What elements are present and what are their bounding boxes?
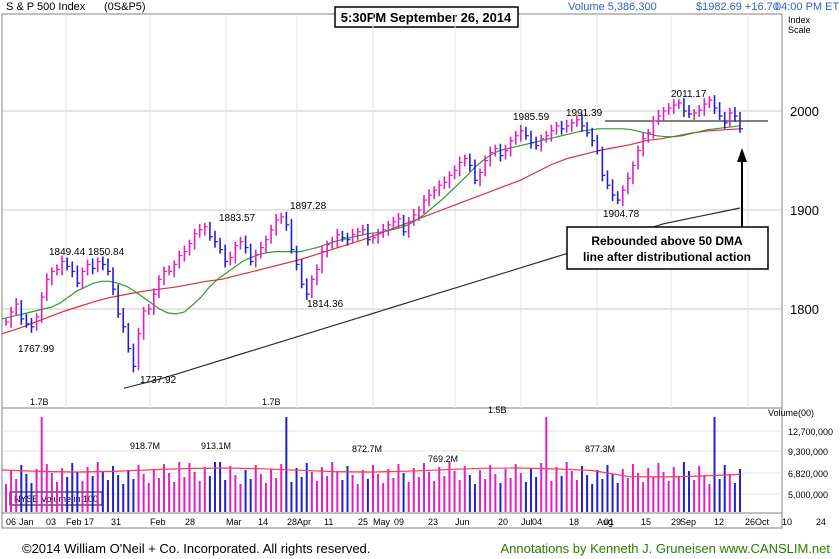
date-axis-label: 06 <box>6 517 16 527</box>
date-axis-label: 29 <box>671 517 681 527</box>
volume-annotation: 913.1M <box>201 441 231 451</box>
price-annotation: 1737.92 <box>140 375 177 386</box>
date-axis-label: 20 <box>498 517 508 527</box>
annotation-line-2: line after distributional action <box>583 250 751 264</box>
annotation-arrow-head <box>737 148 747 162</box>
volume-panel <box>1 407 783 514</box>
copyright-text: ©2014 William O'Neil + Co. Incorporated.… <box>22 541 371 556</box>
price-panel <box>1 13 783 409</box>
price-tick-label: 1800 <box>790 302 819 317</box>
price-annotation: 1904.78 <box>603 209 640 220</box>
annotation-box <box>566 226 769 270</box>
price-change-text: $1982.69 +16.70 <box>696 1 779 13</box>
volume-tick-label: 5,000,000 <box>788 490 828 500</box>
date-axis-label: 01 <box>604 517 614 527</box>
date-axis-label: 23 <box>428 517 438 527</box>
index-scale-label: Index <box>788 15 811 25</box>
price-tick-label: 1900 <box>790 203 819 218</box>
index-name: S & P 500 Index <box>6 1 86 13</box>
price-annotation: 1849.44 <box>49 247 86 258</box>
date-axis-label: Jul <box>521 517 533 527</box>
date-axis-label: Mar <box>226 517 242 527</box>
symbol-label: (0S&P5) <box>104 1 146 13</box>
volume-tick-label: 6,820,000 <box>788 469 828 479</box>
price-annotation: 2011.17 <box>671 89 707 100</box>
date-axis-label: May <box>373 517 391 527</box>
volume-annotation: 877.3M <box>585 444 615 454</box>
date-axis-label: 11 <box>324 517 333 527</box>
price-annotation: 1814.36 <box>307 299 344 310</box>
date-axis <box>1 512 783 529</box>
date-axis-label: 03 <box>46 517 56 527</box>
date-axis-label: Jan <box>19 517 34 527</box>
date-label: 5:30PM September 26, 2014 <box>341 10 512 25</box>
date-axis-label: 17 <box>84 517 94 527</box>
date-axis-label: 15 <box>641 517 651 527</box>
date-axis-label: 18 <box>569 517 579 527</box>
price-annotation: 1897.28 <box>290 201 327 212</box>
price-annotation: 1991.39 <box>566 108 603 119</box>
annotation-line-1: Rebounded above 50 DMA <box>591 234 743 248</box>
date-axis-label: 25 <box>358 517 368 527</box>
date-axis-label: 12 <box>714 517 724 527</box>
date-axis-label: 26 <box>745 517 755 527</box>
ma-short-line <box>1 128 741 335</box>
volume-annotation: 1.7B <box>262 397 281 407</box>
footer: ©2014 William O'Neil + Co. Incorporated.… <box>0 539 840 559</box>
volume-text: Volume 5,386,300 <box>568 1 657 13</box>
date-axis-label: Jun <box>455 517 470 527</box>
date-axis-label: Oct <box>755 517 770 527</box>
index-scale-label-2: Scale <box>788 25 811 35</box>
volume-annotation: 769.2M <box>428 454 458 464</box>
volume-annotation: 1.5B <box>488 405 507 415</box>
date-axis-label: Feb <box>150 517 166 527</box>
date-axis-label: Feb <box>66 517 82 527</box>
price-tick-label: 2000 <box>790 104 819 119</box>
date-axis-label: 14 <box>258 517 268 527</box>
date-axis-label: Apr <box>297 517 311 527</box>
date-axis-label: 28 <box>185 517 195 527</box>
price-annotation: 1850.84 <box>88 247 125 258</box>
date-axis-label: Sep <box>680 517 696 527</box>
volume-annotation: 1.7B <box>30 397 49 407</box>
date-axis-label: 10 <box>782 517 792 527</box>
volume-tick-label: 12,700,000 <box>788 427 833 437</box>
annotations-credit: Annotations by Kenneth J. Gruneisen www.… <box>500 541 830 556</box>
date-axis-label: 09 <box>394 517 404 527</box>
volume-annotation: 872.7M <box>352 444 382 454</box>
stock-chart: S & P 500 Index (0S&P5) Volume 5,386,300 $1… <box>1 1 839 529</box>
price-annotation: 1767.99 <box>18 344 55 355</box>
volume-tick-label: 9,300,000 <box>788 447 828 457</box>
date-axis-label: 31 <box>111 517 121 527</box>
date-axis-label: Aug <box>597 517 613 527</box>
volume-annotation: 918.7M <box>130 441 160 451</box>
date-axis-label: 24 <box>816 517 826 527</box>
ma50-line <box>1 125 741 320</box>
volume-title: Volume(00) <box>768 408 814 418</box>
price-annotation: 1883.57 <box>219 213 256 224</box>
price-annotation: 1985.59 <box>513 112 550 123</box>
time-text: 04:00 PM ET <box>775 1 839 13</box>
date-box <box>334 6 519 28</box>
date-axis-label: 28 <box>287 517 297 527</box>
date-axis-label: 04 <box>532 517 542 527</box>
volume-ma-line <box>1 467 741 478</box>
